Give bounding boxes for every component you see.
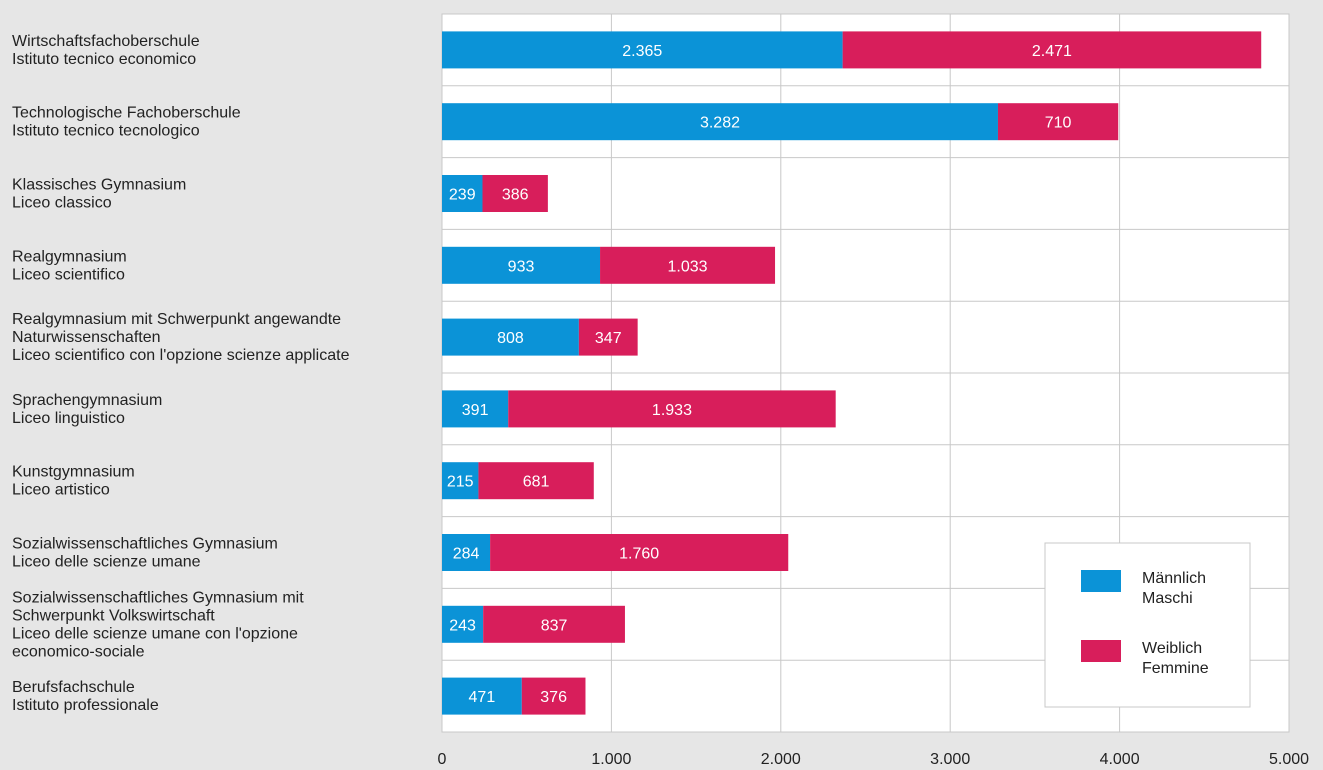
category-label: Sprachengymnasium Liceo linguistico bbox=[12, 392, 162, 427]
category-label: Realgymnasium mit Schwerpunkt angewandte… bbox=[12, 311, 350, 364]
legend-box bbox=[1044, 542, 1251, 708]
bar-label-female: 347 bbox=[595, 330, 622, 347]
category-label-line: Sprachengymnasium bbox=[12, 392, 162, 409]
legend-label-line: Maschi bbox=[1142, 590, 1193, 607]
x-tick-label: 5.000 bbox=[1269, 751, 1309, 768]
bar-female bbox=[490, 534, 789, 571]
bar-male bbox=[442, 31, 843, 69]
category-label: Realgymnasium Liceo scientifico bbox=[12, 248, 127, 283]
bar-male bbox=[442, 390, 509, 428]
bar-male bbox=[442, 175, 483, 212]
bar-label-male: 933 bbox=[508, 258, 535, 275]
legend-swatch-female bbox=[1081, 640, 1121, 662]
bar-label-male: 3.282 bbox=[700, 115, 740, 132]
bar-label-male: 391 bbox=[462, 402, 489, 419]
bar-male bbox=[442, 462, 479, 500]
x-tick-label: 4.000 bbox=[1100, 751, 1140, 768]
category-label-line: Realgymnasium bbox=[12, 248, 127, 265]
bar-female bbox=[521, 677, 586, 715]
category-label-line: Liceo artistico bbox=[12, 482, 110, 499]
bar-female bbox=[842, 31, 1262, 69]
category-label-line: Liceo delle scienze umane bbox=[12, 554, 201, 571]
bar-female bbox=[478, 462, 594, 500]
category-label: Sozialwissenschaftliches Gymnasium mit Sc… bbox=[12, 589, 304, 660]
category-label-line: Liceo scientifico con l'opzione scienze … bbox=[12, 347, 350, 364]
legend-label-male: Männlich Maschi bbox=[1142, 570, 1206, 607]
category-label-line: Technologische Fachoberschule bbox=[12, 105, 241, 122]
legend-label-line: Femmine bbox=[1142, 660, 1209, 677]
bar-label-female: 710 bbox=[1045, 115, 1072, 132]
legend-label-line: Männlich bbox=[1142, 570, 1206, 587]
bar-female bbox=[508, 390, 836, 428]
category-label-line: Kunstgymnasium bbox=[12, 464, 135, 481]
category-label-line: economico-sociale bbox=[12, 643, 145, 660]
category-label: Berufsfachschule Istituto professionale bbox=[12, 679, 159, 714]
bar-male bbox=[442, 318, 579, 356]
bar-label-female: 1.933 bbox=[652, 402, 692, 419]
bar-label-female: 386 bbox=[502, 187, 529, 204]
legend-label-line: Weiblich bbox=[1142, 640, 1202, 657]
category-label-line: Istituto tecnico economico bbox=[12, 51, 196, 68]
category-label-line: Klassisches Gymnasium bbox=[12, 177, 186, 194]
category-label-line: Sozialwissenschaftliches Gymnasium bbox=[12, 536, 278, 553]
category-label: Sozialwissenschaftliches Gymnasium Liceo … bbox=[12, 536, 278, 571]
bar-label-male: 808 bbox=[497, 330, 524, 347]
category-label-line: Berufsfachschule bbox=[12, 679, 135, 696]
category-label-line: Liceo classico bbox=[12, 195, 112, 212]
category-label: Klassisches Gymnasium Liceo classico bbox=[12, 177, 186, 212]
category-label-line: Liceo linguistico bbox=[12, 410, 125, 427]
x-tick-label: 1.000 bbox=[591, 751, 631, 768]
category-label: Technologische Fachoberschule Istituto te… bbox=[12, 105, 241, 140]
bar-male bbox=[442, 677, 522, 715]
bar-label-male: 243 bbox=[449, 617, 476, 634]
bar-female bbox=[483, 605, 625, 643]
bar-label-male: 284 bbox=[453, 546, 480, 563]
category-label-line: Realgymnasium mit Schwerpunkt angewandte bbox=[12, 311, 341, 328]
category-label-line: Schwerpunkt Volkswirtschaft bbox=[12, 607, 215, 624]
category-label-line: Sozialwissenschaftliches Gymnasium mit bbox=[12, 589, 304, 606]
category-label: Wirtschaftsfachoberschule Istituto tecnic… bbox=[12, 33, 200, 68]
category-label-line: Istituto tecnico tecnologico bbox=[12, 123, 200, 140]
bar-male bbox=[442, 605, 484, 643]
bar-female bbox=[997, 103, 1119, 141]
bar-male bbox=[442, 534, 491, 571]
category-label-line: Liceo delle scienze umane con l'opzione bbox=[12, 625, 298, 642]
bar-male bbox=[442, 246, 601, 284]
category-label-line: Liceo scientifico bbox=[12, 266, 125, 283]
bar-label-female: 837 bbox=[541, 617, 568, 634]
category-label-line: Istituto professionale bbox=[12, 697, 159, 714]
x-tick-label: 0 bbox=[438, 751, 447, 768]
bar-label-female: 1.033 bbox=[668, 258, 708, 275]
bar-label-female: 2.471 bbox=[1032, 43, 1072, 60]
x-tick-label: 2.000 bbox=[761, 751, 801, 768]
bar-label-female: 681 bbox=[523, 474, 550, 491]
legend-swatch-male bbox=[1081, 570, 1121, 592]
bar-female bbox=[600, 246, 776, 284]
bar-female bbox=[482, 175, 548, 212]
bar-label-male: 215 bbox=[447, 474, 474, 491]
bar-female bbox=[578, 318, 638, 356]
bar-label-male: 2.365 bbox=[622, 43, 662, 60]
bar-label-male: 239 bbox=[449, 187, 476, 204]
bar-male bbox=[442, 103, 998, 141]
x-tick-label: 3.000 bbox=[930, 751, 970, 768]
category-label-line: Naturwissenschaften bbox=[12, 329, 161, 346]
bar-label-female: 376 bbox=[540, 689, 567, 706]
legend-label-female: Weiblich Femmine bbox=[1142, 640, 1209, 677]
bar-label-female: 1.760 bbox=[619, 546, 659, 563]
bar-label-male: 471 bbox=[469, 689, 496, 706]
category-label-line: Wirtschaftsfachoberschule bbox=[12, 33, 200, 50]
category-label: Kunstgymnasium Liceo artistico bbox=[12, 464, 135, 499]
